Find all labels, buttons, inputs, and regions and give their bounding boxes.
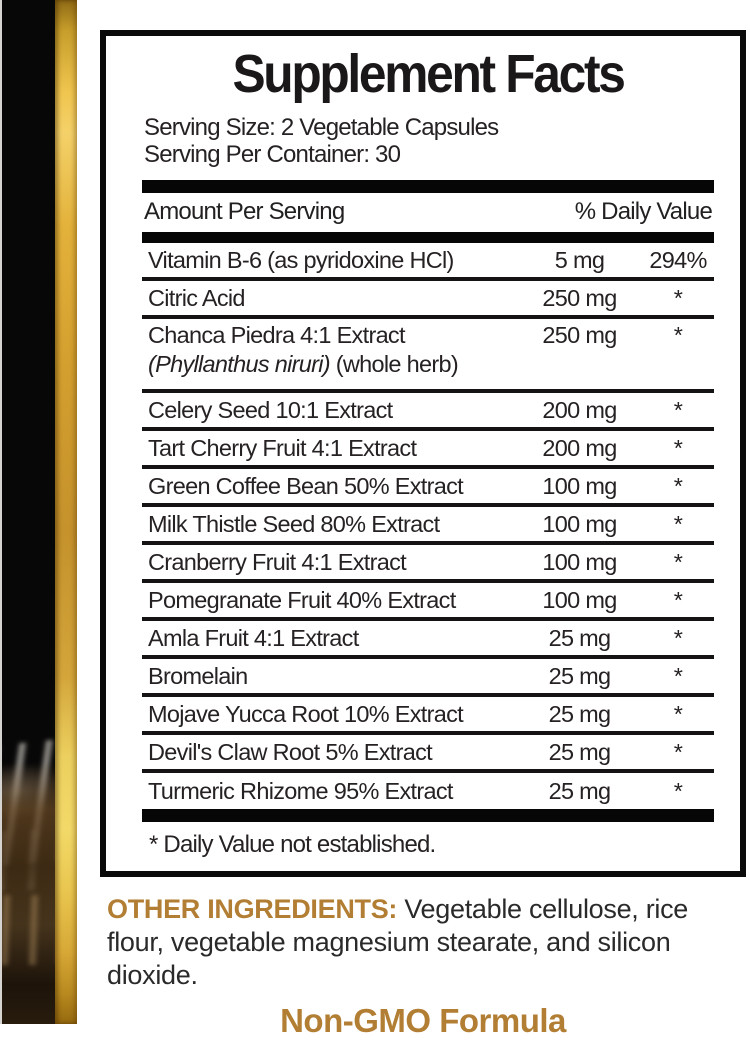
ingredient-amount: 100 mg	[542, 586, 617, 613]
other-ingredients-paragraph: OTHER INGREDIENTS: Vegetable cellulose, …	[107, 893, 750, 992]
bottle-black-column	[2, 0, 55, 1024]
ingredient-name-line2: (Phyllanthus niruri) (whole herb)	[148, 349, 517, 380]
ingredient-dv: *	[673, 434, 683, 461]
table-row: Celery Seed 10:1 Extract 200 mg *	[142, 393, 714, 431]
ingredient-name: Turmeric Rhizome 95% Extract	[148, 777, 453, 804]
other-ingredients-text: Vegetable cellulose, rice flour, vegetab…	[107, 894, 689, 990]
ingredient-amount: 100 mg	[542, 510, 617, 537]
ingredient-amount: 25 mg	[548, 624, 612, 651]
brown-smoke-decoration	[2, 762, 55, 1024]
gold-accent-bar	[55, 0, 77, 1024]
ingredient-name: Green Coffee Bean 50% Extract	[148, 472, 464, 499]
table-row: Vitamin B-6 (as pyridoxine HCl) 5 mg 294…	[142, 243, 714, 281]
thick-divider-bar	[142, 180, 714, 193]
ingredient-name: Amla Fruit 4:1 Extract	[148, 624, 359, 651]
ingredient-amount: 100 mg	[542, 548, 617, 575]
label-area: Supplement Facts Serving Size: 2 Vegetab…	[100, 0, 750, 1040]
ingredient-dv: *	[673, 510, 683, 537]
ingredient-amount: 250 mg	[542, 284, 617, 311]
ingredient-dv: *	[673, 738, 683, 765]
table-row: Citric Acid 250 mg *	[142, 281, 714, 319]
ingredient-amount: 25 mg	[548, 662, 612, 689]
table-row: Turmeric Rhizome 95% Extract 25 mg *	[142, 773, 714, 809]
ingredient-dv: *	[673, 586, 683, 613]
ingredient-name: Milk Thistle Seed 80% Extract	[148, 510, 440, 537]
latin-name: (Phyllanthus niruri)	[148, 351, 331, 377]
table-row: Green Coffee Bean 50% Extract 100 mg *	[142, 469, 714, 507]
table-row: Bromelain 25 mg *	[142, 659, 714, 697]
ingredient-dv: *	[673, 472, 683, 499]
ingredient-amount: 100 mg	[542, 472, 617, 499]
ingredient-dv: *	[673, 700, 683, 727]
ingredient-amount: 5 mg	[554, 246, 605, 273]
table-row: Tart Cherry Fruit 4:1 Extract 200 mg *	[142, 431, 714, 469]
ingredient-name-line1: Chanca Piedra 4:1 Extract	[148, 322, 406, 348]
table-row: Pomegranate Fruit 40% Extract 100 mg *	[142, 583, 714, 621]
ingredient-amount: 25 mg	[548, 738, 612, 765]
ingredient-name: Celery Seed 10:1 Extract	[148, 396, 393, 423]
ingredient-dv: 294%	[649, 246, 707, 273]
ingredient-name: Vitamin B-6 (as pyridoxine HCl)	[148, 246, 454, 273]
table-row: Devil's Claw Root 5% Extract 25 mg *	[142, 735, 714, 773]
ingredient-dv: *	[673, 662, 683, 689]
supplement-facts-panel: Supplement Facts Serving Size: 2 Vegetab…	[100, 30, 746, 877]
ingredient-amount: 200 mg	[542, 396, 617, 423]
bottle-edge-strip	[0, 0, 77, 1024]
ingredient-dv: *	[673, 322, 683, 348]
ingredient-name: Devil's Claw Root 5% Extract	[148, 738, 433, 765]
table-row: Chanca Piedra 4:1 Extract (Phyllanthus n…	[142, 319, 714, 393]
plant-part: (whole herb)	[329, 351, 459, 377]
ingredient-amount: 25 mg	[548, 777, 612, 804]
ingredient-dv: *	[673, 777, 683, 804]
panel-title: Supplement Facts	[232, 44, 625, 104]
table-header-row: Amount Per Serving % Daily Value	[142, 193, 714, 232]
thick-divider-bar	[142, 232, 714, 243]
ingredient-name: Tart Cherry Fruit 4:1 Extract	[148, 434, 417, 461]
table-row: Cranberry Fruit 4:1 Extract 100 mg *	[142, 545, 714, 583]
ingredient-name: Mojave Yucca Root 10% Extract	[148, 700, 464, 727]
ingredient-dv: *	[673, 396, 683, 423]
servings-per-container: Serving Per Container: 30	[144, 141, 401, 168]
bottle-edge-highlight	[0, 0, 2, 1024]
brown-smoke-streaks	[2, 895, 55, 965]
ingredient-dv: *	[673, 548, 683, 575]
ingredient-name: Cranberry Fruit 4:1 Extract	[148, 548, 407, 575]
table-row: Milk Thistle Seed 80% Extract 100 mg *	[142, 507, 714, 545]
amount-per-serving-header: Amount Per Serving	[144, 198, 345, 225]
table-row: Amla Fruit 4:1 Extract 25 mg *	[142, 621, 714, 659]
ingredient-name: Chanca Piedra 4:1 Extract (Phyllanthus n…	[142, 319, 517, 380]
non-gmo-formula-text: Non-GMO Formula	[280, 1002, 566, 1039]
ingredient-amount: 200 mg	[542, 434, 617, 461]
ingredient-name: Pomegranate Fruit 40% Extract	[148, 586, 456, 613]
thick-divider-bar	[142, 809, 714, 822]
serving-info: Serving Size: 2 Vegetable Capsules Servi…	[144, 114, 714, 168]
ingredient-dv: *	[673, 284, 683, 311]
ingredient-amount: 25 mg	[548, 700, 612, 727]
daily-value-footnote: * Daily Value not established.	[149, 831, 436, 858]
serving-size: Serving Size: 2 Vegetable Capsules	[144, 114, 499, 141]
other-ingredients-label: OTHER INGREDIENTS:	[107, 894, 398, 924]
ingredient-dv: *	[673, 624, 683, 651]
ingredient-amount: 250 mg	[542, 322, 617, 348]
table-row: Mojave Yucca Root 10% Extract 25 mg *	[142, 697, 714, 735]
ingredient-name: Bromelain	[148, 662, 248, 689]
ingredient-name: Citric Acid	[148, 284, 245, 311]
daily-value-header: % Daily Value	[574, 198, 713, 225]
